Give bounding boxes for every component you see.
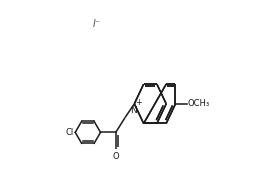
Text: O: O — [112, 152, 119, 161]
Text: I⁻: I⁻ — [92, 19, 100, 29]
Text: N: N — [131, 106, 137, 115]
Text: OCH₃: OCH₃ — [187, 99, 210, 108]
Text: +: + — [135, 98, 141, 106]
Text: Cl: Cl — [65, 128, 73, 137]
